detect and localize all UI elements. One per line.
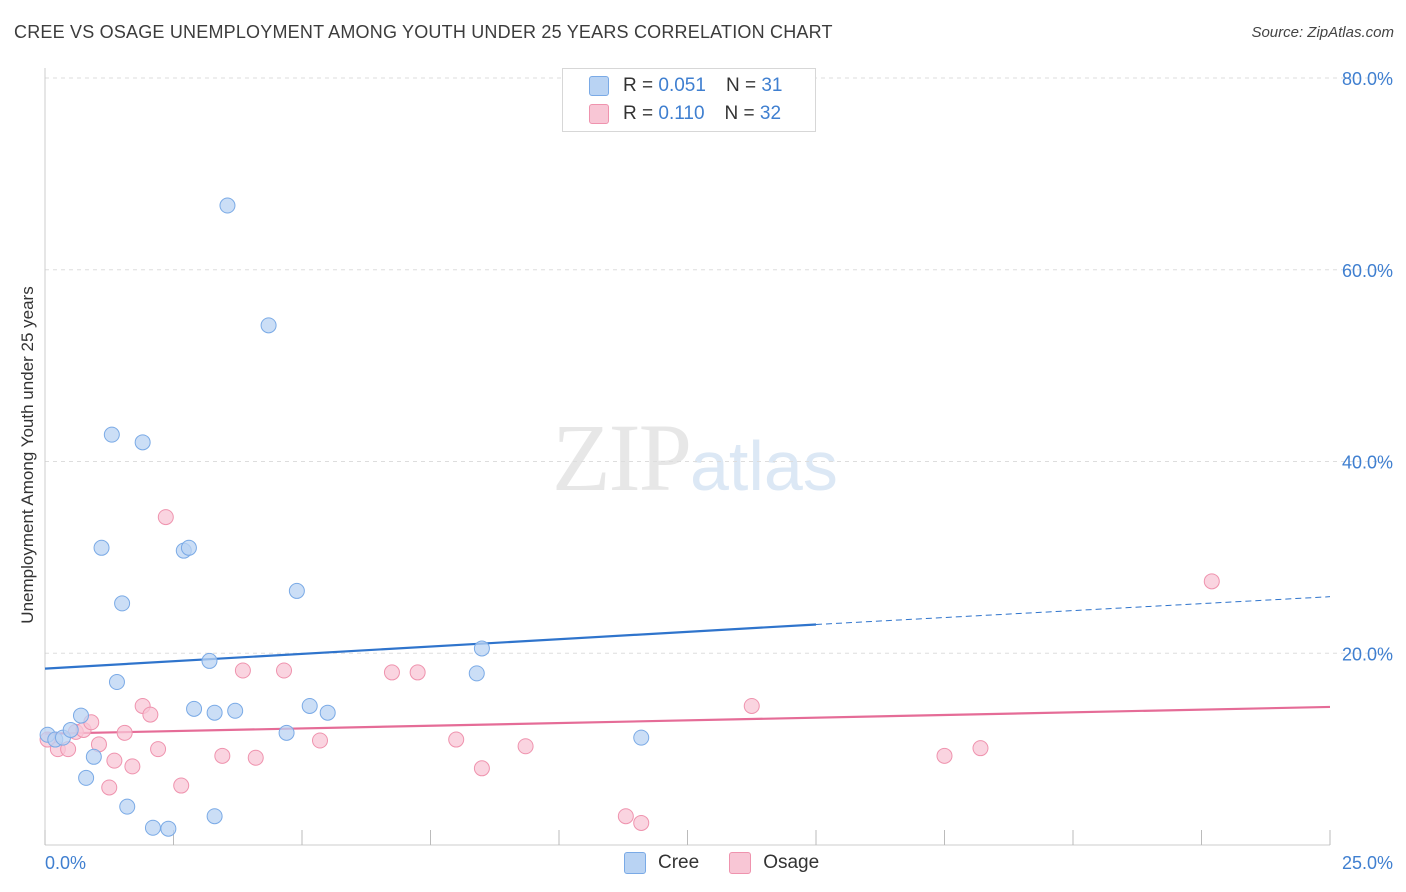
cree-point	[288, 582, 305, 599]
legend-row-osage: R = 0.110 N = 32	[589, 102, 781, 126]
cree-trend-line	[815, 596, 1331, 625]
osage-point	[173, 777, 190, 794]
x-tick-label: 0.0%	[45, 853, 86, 873]
cree-point	[85, 748, 102, 765]
osage-point	[1203, 573, 1220, 590]
y-tick-label: 40.0%	[1342, 453, 1393, 473]
legend-item-osage: Osage	[729, 852, 819, 874]
cree-point	[93, 539, 110, 556]
osage-point	[633, 814, 650, 831]
cree-swatch	[589, 76, 609, 96]
cree-point	[180, 539, 197, 556]
cree-point	[78, 769, 95, 786]
osage-point	[473, 760, 490, 777]
osage-swatch	[589, 104, 609, 124]
cree-swatch	[624, 852, 646, 874]
osage-point	[234, 662, 251, 679]
series-legend: Cree Osage	[624, 852, 849, 874]
cree-point	[119, 798, 136, 815]
cree-trend-line	[44, 623, 817, 670]
osage-trend-line	[44, 705, 1331, 735]
osage-point	[150, 741, 167, 758]
x-tick-label: 25.0%	[1342, 853, 1393, 873]
watermark-atlas: atlas	[690, 427, 838, 505]
osage-point	[448, 731, 465, 748]
osage-point	[617, 808, 634, 825]
watermark-zip: ZIP	[552, 404, 692, 511]
osage-point	[106, 752, 123, 769]
cree-point	[103, 426, 120, 443]
osage-point	[247, 749, 264, 766]
cree-point	[206, 704, 223, 721]
osage-point	[972, 740, 989, 757]
cree-point	[319, 704, 336, 721]
legend-r-value: 0.051	[658, 75, 706, 96]
osage-point	[743, 697, 760, 714]
cree-point	[201, 652, 218, 669]
osage-point	[276, 662, 293, 679]
osage-point	[124, 758, 141, 775]
correlation-legend: R = 0.051 N = 31 R = 0.110 N = 32	[562, 68, 816, 132]
legend-n-value: 32	[759, 103, 782, 124]
cree-point	[62, 721, 79, 738]
cree-point	[134, 434, 151, 451]
legend-n-value: 31	[761, 75, 783, 96]
cree-point	[206, 808, 223, 825]
osage-point	[116, 724, 133, 741]
legend-item-cree: Cree	[624, 852, 699, 874]
osage-point	[409, 664, 426, 681]
osage-point	[214, 747, 231, 764]
osage-point	[157, 509, 174, 526]
cree-point	[227, 702, 244, 719]
cree-point	[278, 724, 295, 741]
watermark: ZIPatlas	[552, 402, 838, 513]
legend-row-cree: R = 0.051 N = 31	[589, 74, 782, 98]
y-tick-label: 80.0%	[1342, 69, 1393, 89]
data-points	[39, 197, 1220, 837]
source-label: Source: ZipAtlas.com	[1251, 24, 1394, 41]
y-tick-label: 60.0%	[1342, 261, 1393, 281]
tick-labels: 20.0% 40.0% 60.0% 80.0% 0.0% 25.0%	[45, 69, 1393, 873]
grid-lines	[45, 77, 1392, 654]
cree-point	[260, 317, 277, 334]
legend-r-value: 0.110	[658, 103, 705, 124]
osage-point	[311, 732, 328, 749]
legend-cree-label: Cree	[658, 852, 700, 873]
osage-point	[101, 779, 118, 796]
legend-osage-label: Osage	[763, 852, 820, 873]
cree-point	[301, 697, 318, 714]
osage-point	[517, 738, 534, 755]
cree-point	[186, 700, 203, 717]
axes	[44, 68, 1331, 846]
legend-n-label: N =	[725, 75, 757, 96]
chart-title: CREE VS OSAGE UNEMPLOYMENT AMONG YOUTH U…	[14, 22, 833, 42]
osage-point	[383, 664, 400, 681]
osage-point	[142, 706, 159, 723]
cree-point	[633, 729, 650, 746]
cree-point	[160, 820, 177, 837]
legend-r-label: R =	[623, 103, 654, 124]
y-tick-label: 20.0%	[1342, 644, 1393, 664]
cree-point	[219, 197, 236, 214]
osage-swatch	[729, 852, 752, 874]
cree-point	[473, 640, 490, 657]
legend-r-label: R =	[623, 75, 654, 96]
cree-point	[108, 674, 125, 691]
cree-point	[468, 665, 485, 682]
cree-point	[144, 819, 161, 836]
legend-n-label: N =	[724, 103, 755, 124]
osage-point	[936, 747, 953, 764]
trend-lines	[44, 596, 1331, 735]
cree-point	[114, 595, 131, 612]
cree-point	[72, 707, 89, 724]
